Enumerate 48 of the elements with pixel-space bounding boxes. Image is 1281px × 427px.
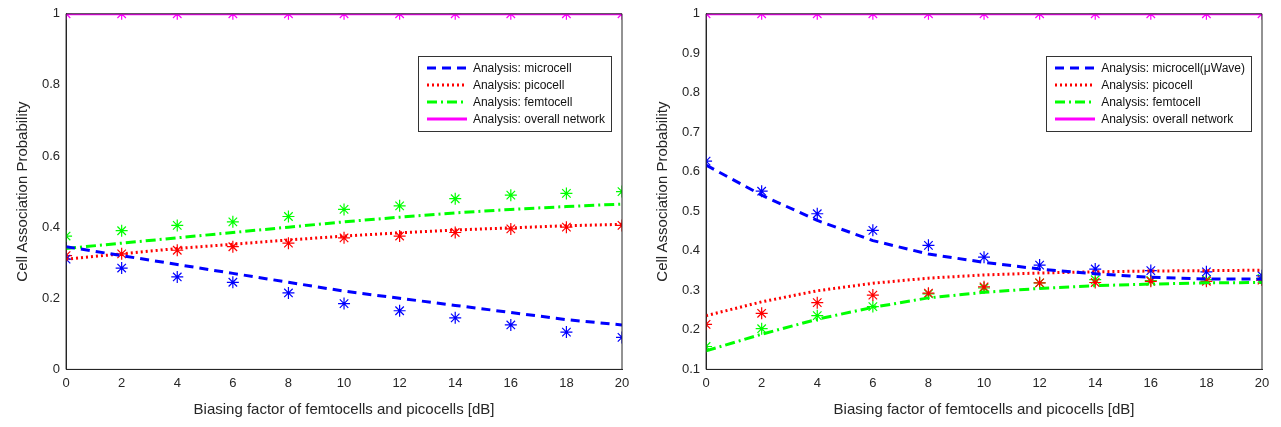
x-tick-label: 12 [1032, 374, 1047, 390]
x-tick-label: 2 [758, 374, 766, 390]
y-tick-label: 0.2 [41, 289, 61, 305]
y-tick-label: 0.6 [681, 163, 701, 179]
y-axis-title: Cell Association Probability [13, 101, 31, 282]
x-tick-label: 12 [392, 374, 407, 390]
x-axis-title: Biasing factor of femtocells and picocells [dB] [833, 400, 1135, 418]
legend-label: Analysis: microcell(μWave) [1101, 61, 1245, 76]
x-tick-label: 20 [1254, 374, 1270, 390]
x-tick-label: 10 [336, 374, 352, 390]
y-tick-label: 0.8 [681, 84, 701, 100]
legend-label: Analysis: femtocell [472, 95, 573, 110]
y-tick-label: 0.4 [681, 242, 701, 258]
x-axis-title: Biasing factor of femtocells and picocells [dB] [193, 400, 495, 418]
legend-label: Analysis: femtocell [1101, 95, 1201, 110]
legend-label: Analysis: microcell [472, 61, 572, 76]
x-tick-label: 6 [869, 374, 877, 390]
y-tick-label: 0.7 [681, 123, 701, 139]
y-axis-title: Cell Association Probability [653, 101, 671, 282]
legend-label: Analysis: overall network [472, 112, 605, 127]
legend-label: Analysis: overall network [1101, 112, 1234, 127]
x-tick-label: 4 [173, 374, 181, 390]
x-tick-label: 18 [1199, 374, 1214, 390]
y-tick-label: 0.1 [681, 360, 701, 376]
y-tick-label: 0.8 [41, 76, 61, 92]
x-tick-label: 10 [976, 374, 992, 390]
y-tick-label: 1 [692, 5, 701, 21]
y-tick-label: 0.5 [681, 202, 701, 218]
x-tick-label: 18 [559, 374, 574, 390]
y-tick-label: 0.6 [41, 147, 61, 163]
x-tick-label: 2 [118, 374, 126, 390]
y-tick-label: 1 [52, 5, 61, 21]
y-tick-label: 0.3 [681, 281, 701, 297]
x-tick-label: 20 [614, 374, 630, 390]
x-tick-label: 16 [1143, 374, 1159, 390]
y-tick-label: 0 [52, 360, 61, 376]
legend-label: Analysis: picocell [1101, 78, 1193, 93]
legend-label: Analysis: picocell [472, 78, 565, 93]
y-tick-label: 0.2 [681, 321, 701, 337]
x-tick-label: 4 [813, 374, 821, 390]
x-tick-label: 8 [924, 374, 933, 390]
x-tick-label: 16 [503, 374, 519, 390]
y-tick-label: 0.4 [41, 218, 61, 234]
x-tick-label: 14 [1087, 374, 1103, 390]
x-tick-label: 6 [229, 374, 237, 390]
x-tick-label: 14 [447, 374, 463, 390]
x-tick-label: 8 [284, 374, 293, 390]
y-tick-label: 0.9 [681, 44, 701, 60]
